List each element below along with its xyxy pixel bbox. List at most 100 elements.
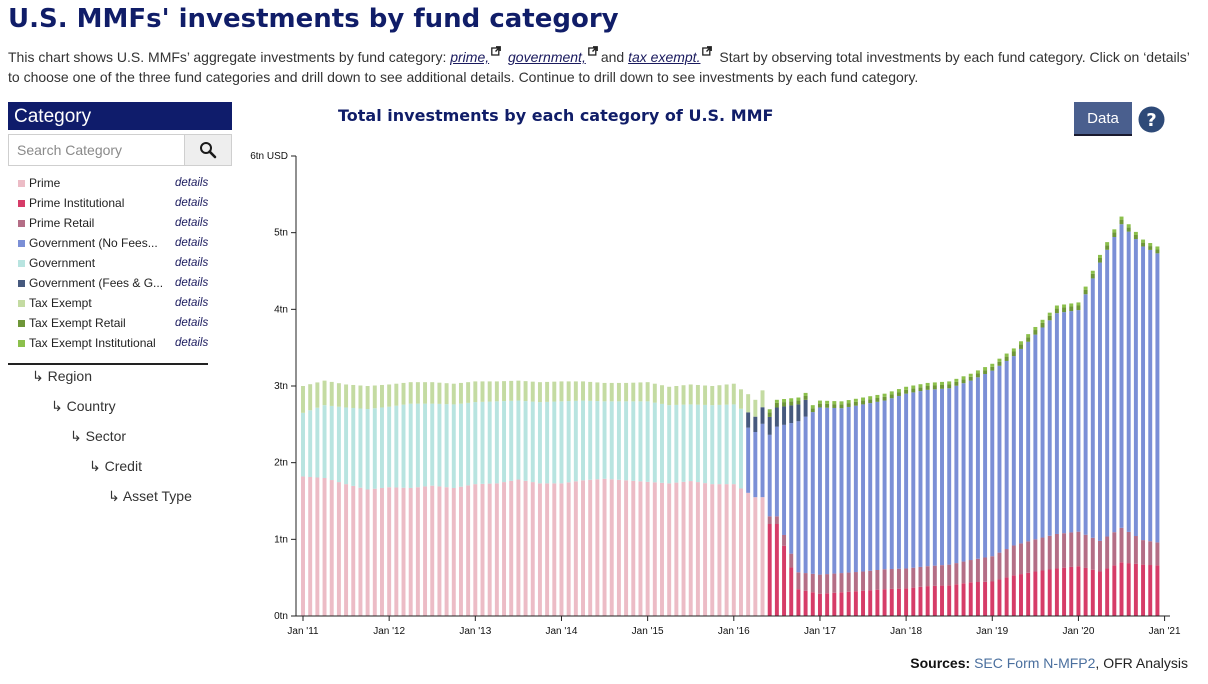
bar-segment: [581, 400, 585, 481]
bar-segment: [559, 401, 564, 484]
bar-segment: [810, 412, 815, 574]
drill-country[interactable]: ↳ Country: [51, 398, 116, 414]
bar-segment: [832, 407, 837, 574]
category-item[interactable]: Government (No Fees... details: [8, 233, 232, 253]
drill-sector[interactable]: ↳ Sector: [70, 428, 127, 444]
bar-segment: [1098, 540, 1102, 572]
bar-segment: [861, 404, 866, 572]
link-tax-exempt[interactable]: tax exempt.: [628, 49, 701, 65]
bar-segment: [796, 589, 801, 616]
bar-segment: [1054, 308, 1059, 314]
category-item[interactable]: Prime details: [8, 173, 232, 193]
bar-segment: [480, 381, 485, 402]
category-item[interactable]: Tax Exempt Institutional details: [8, 333, 232, 353]
bar-segment: [861, 571, 866, 591]
category-list: Prime details Prime Institutional details Pr…: [8, 173, 232, 353]
bar-segment: [430, 382, 435, 404]
bar-segment: [688, 404, 693, 482]
category-item[interactable]: Tax Exempt details: [8, 293, 232, 313]
external-link-icon[interactable]: [491, 46, 502, 56]
bar-segment: [552, 483, 557, 616]
bar-segment: [1069, 311, 1074, 533]
bar-segment: [1076, 305, 1081, 311]
link-prime[interactable]: prime,: [450, 49, 490, 65]
details-link[interactable]: details: [175, 177, 209, 189]
legend-swatch: [18, 319, 25, 327]
bar-segment: [1054, 533, 1059, 569]
bar-segment: [559, 381, 564, 402]
bar-segment: [466, 382, 471, 403]
bar-segment: [1141, 239, 1146, 243]
bar-segment: [803, 416, 808, 574]
bar-segment: [1112, 232, 1117, 238]
source-form[interactable]: SEC Form N-MFP2: [974, 655, 1096, 671]
bar-segment: [1105, 249, 1110, 537]
category-item[interactable]: Prime Retail details: [8, 213, 232, 233]
bar-segment: [1083, 567, 1088, 616]
bar-segment: [774, 524, 779, 616]
bar-segment: [896, 392, 901, 396]
category-item[interactable]: Prime Institutional details: [8, 193, 232, 213]
bar-segment: [595, 401, 600, 480]
bar-segment: [545, 483, 550, 616]
bar-segment: [746, 412, 751, 428]
details-link[interactable]: details: [175, 277, 209, 289]
bar-segment: [559, 483, 564, 616]
divider: [8, 363, 208, 365]
details-link[interactable]: details: [175, 237, 209, 249]
bar-segment: [975, 558, 980, 583]
bar-segment: [1011, 545, 1016, 576]
bar-segment: [832, 592, 837, 616]
details-link[interactable]: details: [175, 257, 209, 269]
category-label: Prime Institutional: [29, 196, 125, 210]
bar-segment: [997, 579, 1002, 616]
bar-segment: [703, 404, 708, 484]
bar-segment: [588, 400, 593, 480]
search-input[interactable]: [9, 135, 184, 165]
bar-segment: [387, 406, 392, 488]
drill-credit[interactable]: ↳ Credit: [89, 458, 142, 474]
bar-segment: [803, 392, 808, 396]
bar-segment: [315, 477, 320, 616]
external-link-icon[interactable]: [702, 46, 713, 56]
bar-segment: [789, 553, 794, 568]
bar-segment: [1004, 356, 1009, 361]
legend-swatch: [18, 239, 25, 247]
bar-segment: [537, 402, 542, 484]
details-link[interactable]: details: [175, 217, 209, 229]
bar-segment: [1040, 319, 1045, 323]
category-item[interactable]: Tax Exempt Retail details: [8, 313, 232, 333]
bar-segment: [1112, 229, 1117, 233]
bar-segment: [990, 556, 995, 582]
bar-segment: [1126, 224, 1131, 228]
bar-segment: [595, 479, 600, 616]
bar-segment: [731, 484, 736, 616]
bar-segment: [308, 410, 313, 477]
bar-segment: [983, 370, 988, 374]
bar-segment: [336, 406, 341, 483]
search-button[interactable]: [184, 135, 231, 165]
bar-segment: [746, 427, 751, 493]
bar-segment: [401, 487, 406, 616]
drill-region[interactable]: ↳ Region: [32, 368, 92, 384]
external-link-icon[interactable]: [587, 46, 598, 56]
drill-asset-type[interactable]: ↳ Asset Type: [108, 488, 192, 504]
bar-segment: [1141, 540, 1146, 565]
category-label: Government (No Fees...: [29, 236, 158, 250]
bar-segment: [896, 389, 901, 393]
help-icon[interactable]: ?: [1138, 106, 1165, 133]
bar-segment: [932, 389, 937, 566]
details-link[interactable]: details: [175, 197, 209, 209]
data-button[interactable]: Data: [1074, 102, 1132, 136]
bar-segment: [430, 485, 435, 616]
details-link[interactable]: details: [175, 337, 209, 349]
category-item[interactable]: Government (Fees & G... details: [8, 273, 232, 293]
bar-segment: [789, 398, 794, 402]
category-item[interactable]: Government details: [8, 253, 232, 273]
details-link[interactable]: details: [175, 297, 209, 309]
bar-segment: [961, 561, 966, 584]
bar-segment: [782, 406, 787, 425]
details-link[interactable]: details: [175, 317, 209, 329]
link-government[interactable]: government,: [508, 49, 586, 65]
